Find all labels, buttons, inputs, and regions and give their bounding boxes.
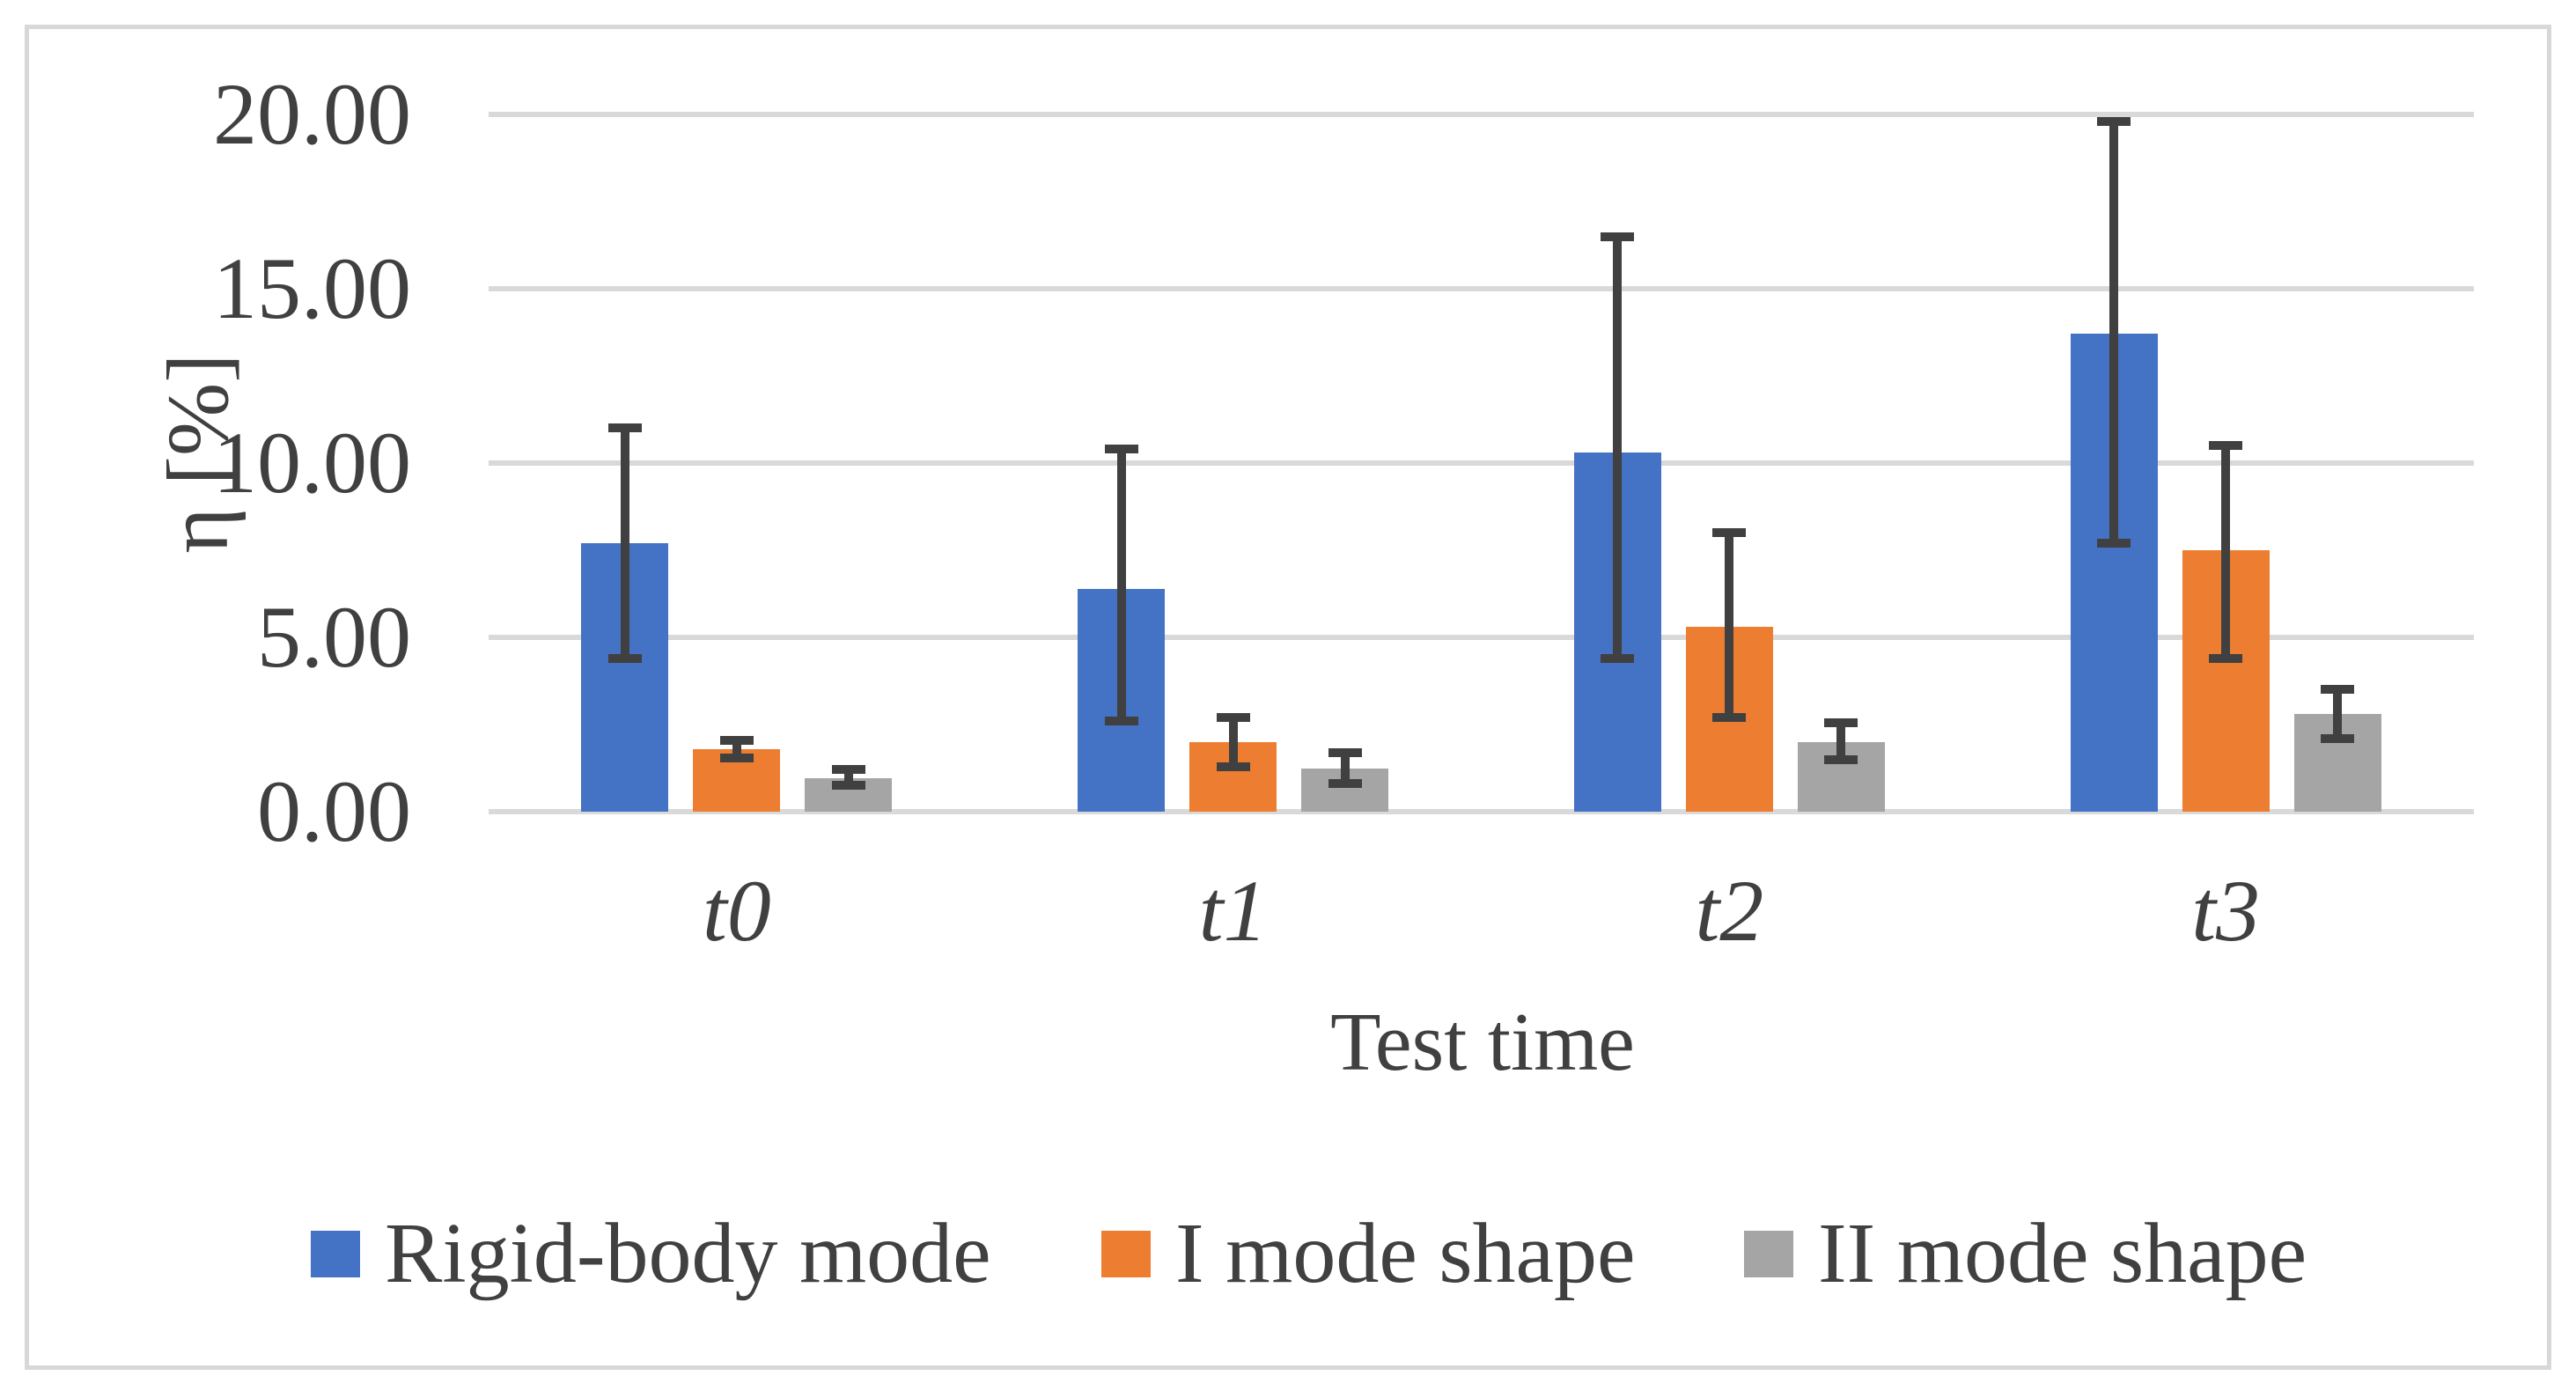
y-tick-label: 5.00 xyxy=(257,588,411,686)
gridline-15.00 xyxy=(489,286,2474,291)
legend-swatch-icon xyxy=(1101,1230,1151,1277)
error-bar-ii-mode-shape-t1-top-cap xyxy=(1328,747,1362,757)
error-bar-i-mode-shape-t3-bottom-cap xyxy=(2209,653,2243,663)
y-tick-label: 15.00 xyxy=(213,239,411,337)
error-bar-ii-mode-shape-t0-top-cap xyxy=(831,765,865,775)
y-tick-label: 20.00 xyxy=(213,65,411,163)
gridline-0.00 xyxy=(489,809,2474,814)
error-bar-ii-mode-shape-t2-top-cap xyxy=(1824,718,1858,728)
gridline-10.00 xyxy=(489,460,2474,466)
error-bar-i-mode-shape-t1-line xyxy=(1228,717,1238,767)
error-bar-i-mode-shape-t1-bottom-cap xyxy=(1216,762,1250,771)
error-bar-ii-mode-shape-t3-bottom-cap xyxy=(2321,733,2355,743)
error-bar-ii-mode-shape-t3-top-cap xyxy=(2321,685,2355,695)
error-bar-i-mode-shape-t2-line xyxy=(1725,533,1734,718)
chart-outer-border xyxy=(25,25,2551,1370)
y-tick-label: 0.00 xyxy=(257,762,411,860)
error-bar-rigid-body-mode-t3-line xyxy=(2109,121,2119,544)
error-bar-ii-mode-shape-t2-bottom-cap xyxy=(1824,754,1858,764)
error-bar-ii-mode-shape-t2-line xyxy=(1836,723,1846,760)
x-axis-title: Test time xyxy=(1330,997,1635,1088)
error-bar-i-mode-shape-t2-top-cap xyxy=(1712,528,1747,538)
error-bar-i-mode-shape-t1-top-cap xyxy=(1216,713,1250,723)
error-bar-rigid-body-mode-t1-top-cap xyxy=(1104,445,1138,454)
error-bar-ii-mode-shape-t0-line xyxy=(843,769,853,786)
x-category-label-t2: t2 xyxy=(1695,862,1764,960)
error-bar-rigid-body-mode-t1-bottom-cap xyxy=(1104,717,1138,726)
error-bar-i-mode-shape-t0-line xyxy=(732,739,741,758)
error-bar-i-mode-shape-t3-top-cap xyxy=(2209,441,2243,451)
error-bar-ii-mode-shape-t1-bottom-cap xyxy=(1328,779,1362,789)
error-bar-ii-mode-shape-t1-line xyxy=(1340,752,1350,784)
error-bar-rigid-body-mode-t2-line xyxy=(1613,236,1623,659)
error-bar-rigid-body-mode-t2-bottom-cap xyxy=(1601,653,1635,663)
legend-item-rigid-body-mode: Rigid-body mode xyxy=(311,1205,991,1302)
error-bar-ii-mode-shape-t3-line xyxy=(2333,689,2343,739)
x-category-label-t0: t0 xyxy=(702,862,771,960)
error-bar-rigid-body-mode-t1-line xyxy=(1116,449,1126,722)
error-bar-rigid-body-mode-t0-line xyxy=(620,428,629,659)
legend-swatch-icon xyxy=(311,1230,360,1277)
legend-swatch-icon xyxy=(1744,1230,1793,1277)
error-bar-rigid-body-mode-t2-top-cap xyxy=(1601,232,1635,241)
error-bar-i-mode-shape-t0-top-cap xyxy=(719,735,754,745)
x-category-label-t1: t1 xyxy=(1198,862,1268,960)
legend-label: II mode shape xyxy=(1818,1206,2307,1301)
error-bar-rigid-body-mode-t3-top-cap xyxy=(2097,116,2131,126)
error-bar-rigid-body-mode-t0-top-cap xyxy=(607,423,642,433)
legend-label: I mode shape xyxy=(1175,1206,1636,1301)
gridline-20.00 xyxy=(489,112,2474,117)
error-bar-ii-mode-shape-t0-bottom-cap xyxy=(831,781,865,791)
error-bar-i-mode-shape-t0-bottom-cap xyxy=(719,753,754,762)
gridline-5.00 xyxy=(489,635,2474,640)
legend-label: Rigid-body mode xyxy=(385,1206,991,1301)
y-tick-label: 10.00 xyxy=(213,414,411,511)
error-bar-rigid-body-mode-t0-bottom-cap xyxy=(607,653,642,663)
legend-item-i-mode-shape: I mode shape xyxy=(1101,1205,1636,1302)
error-bar-i-mode-shape-t3-line xyxy=(2221,445,2231,659)
legend-item-ii-mode-shape: II mode shape xyxy=(1744,1205,2307,1302)
error-bar-rigid-body-mode-t3-bottom-cap xyxy=(2097,539,2131,548)
error-bar-i-mode-shape-t2-bottom-cap xyxy=(1712,713,1747,723)
x-category-label-t3: t3 xyxy=(2191,862,2261,960)
y-axis-title: η [%] xyxy=(149,353,247,554)
